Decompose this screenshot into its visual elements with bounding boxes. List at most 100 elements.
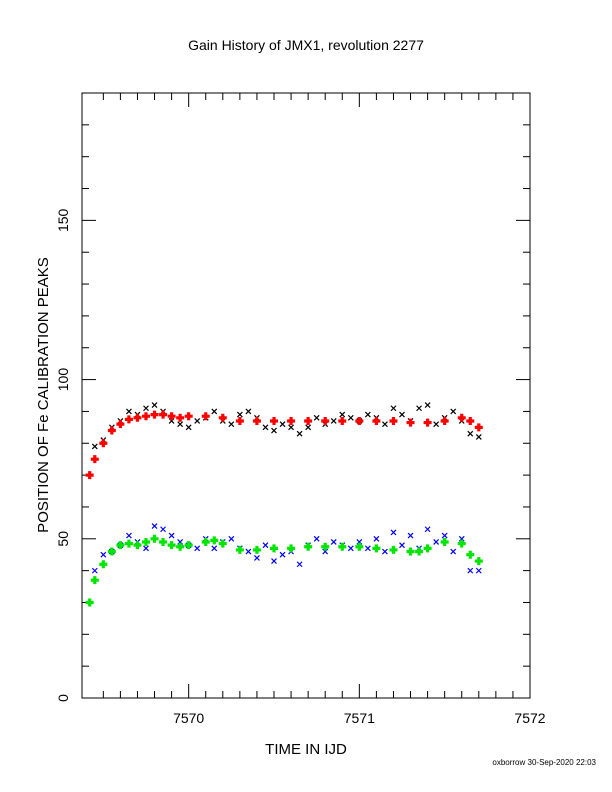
plot-frame bbox=[81, 92, 531, 699]
data-point bbox=[167, 541, 176, 550]
data-point bbox=[364, 411, 371, 418]
x-axis-label: TIME IN IJD bbox=[265, 741, 347, 758]
data-point bbox=[407, 532, 414, 539]
data-point bbox=[90, 455, 99, 464]
data-point bbox=[262, 542, 269, 549]
data-point bbox=[339, 411, 346, 418]
y-axis-tick-labels: 0 50 100 150 bbox=[55, 208, 71, 701]
data-point bbox=[322, 548, 329, 555]
data-point bbox=[201, 412, 210, 421]
data-point bbox=[142, 537, 150, 546]
x-axis-ticks bbox=[102, 93, 531, 698]
data-point bbox=[450, 408, 457, 415]
x-tick-label: 7571 bbox=[344, 710, 375, 726]
data-point bbox=[160, 526, 166, 533]
data-point bbox=[389, 545, 398, 554]
data-point bbox=[252, 545, 261, 554]
data-point bbox=[475, 567, 482, 574]
series-1 bbox=[91, 523, 482, 574]
data-point bbox=[338, 416, 347, 425]
data-point bbox=[433, 421, 440, 428]
data-point bbox=[355, 416, 364, 425]
data-point bbox=[271, 558, 277, 565]
data-point bbox=[90, 576, 99, 585]
data-point bbox=[116, 420, 125, 429]
data-point bbox=[235, 416, 244, 425]
footer-timestamp: oxborrow 30-Sep-2020 22:03 bbox=[492, 758, 596, 767]
data-point bbox=[440, 537, 449, 546]
data-point bbox=[124, 415, 133, 424]
data-point bbox=[107, 426, 116, 435]
data-point bbox=[372, 544, 381, 553]
data-point bbox=[424, 526, 431, 533]
data-point bbox=[142, 412, 150, 421]
series-3 bbox=[85, 534, 483, 607]
data-point bbox=[287, 416, 296, 425]
data-point bbox=[373, 535, 380, 542]
data-point bbox=[184, 541, 193, 550]
data-point bbox=[151, 402, 158, 408]
data-point bbox=[184, 412, 193, 421]
data-point bbox=[356, 539, 363, 545]
data-point bbox=[254, 554, 260, 561]
data-point bbox=[126, 532, 132, 539]
data-point bbox=[245, 548, 252, 555]
data-point bbox=[270, 416, 278, 425]
data-point bbox=[99, 439, 108, 448]
data-point bbox=[218, 539, 227, 548]
data-point bbox=[218, 413, 227, 422]
data-point bbox=[304, 542, 313, 551]
data-point bbox=[338, 542, 347, 551]
data-point bbox=[150, 534, 159, 543]
data-point bbox=[143, 545, 149, 552]
data-point bbox=[372, 416, 381, 425]
data-point bbox=[433, 539, 440, 545]
y-tick-label: 100 bbox=[55, 368, 71, 392]
data-point bbox=[85, 598, 94, 607]
data-point bbox=[100, 551, 107, 558]
data-point bbox=[126, 408, 132, 415]
data-point bbox=[271, 427, 277, 434]
data-point bbox=[288, 424, 294, 431]
data-point bbox=[474, 557, 483, 566]
data-point bbox=[159, 537, 168, 546]
data-point bbox=[245, 408, 252, 415]
x-tick-label: 7572 bbox=[514, 710, 545, 726]
data-point bbox=[450, 548, 457, 555]
data-point bbox=[423, 418, 432, 427]
y-tick-label: 0 bbox=[55, 694, 71, 702]
data-point bbox=[415, 547, 424, 556]
data-point bbox=[210, 536, 219, 545]
data-point bbox=[159, 410, 168, 419]
data-point bbox=[176, 413, 185, 422]
data-point bbox=[390, 529, 397, 536]
data-point bbox=[457, 539, 466, 548]
y-axis-label: POSITION OF Fe CALIBRATION PEAKS bbox=[35, 257, 52, 533]
data-point bbox=[296, 561, 303, 568]
data-point bbox=[167, 412, 176, 421]
data-point bbox=[347, 545, 354, 552]
data-point bbox=[236, 411, 243, 418]
data-point bbox=[389, 416, 398, 425]
data-point bbox=[262, 424, 269, 431]
data-point bbox=[270, 544, 278, 553]
data-point bbox=[133, 541, 142, 550]
y-tick-label: 50 bbox=[55, 531, 71, 547]
data-point bbox=[85, 471, 94, 480]
y-axis-ticks bbox=[82, 124, 530, 699]
data-point bbox=[228, 535, 235, 542]
data-point bbox=[252, 416, 261, 425]
data-point bbox=[177, 539, 184, 545]
data-point bbox=[321, 542, 330, 551]
data-point bbox=[347, 414, 354, 421]
data-point bbox=[296, 430, 303, 437]
data-point bbox=[91, 443, 98, 450]
data-point bbox=[467, 430, 474, 437]
data-point bbox=[423, 544, 432, 553]
data-point bbox=[313, 535, 320, 542]
data-point bbox=[177, 421, 184, 428]
data-point bbox=[313, 414, 320, 421]
data-point bbox=[211, 408, 218, 415]
data-point bbox=[228, 421, 235, 428]
